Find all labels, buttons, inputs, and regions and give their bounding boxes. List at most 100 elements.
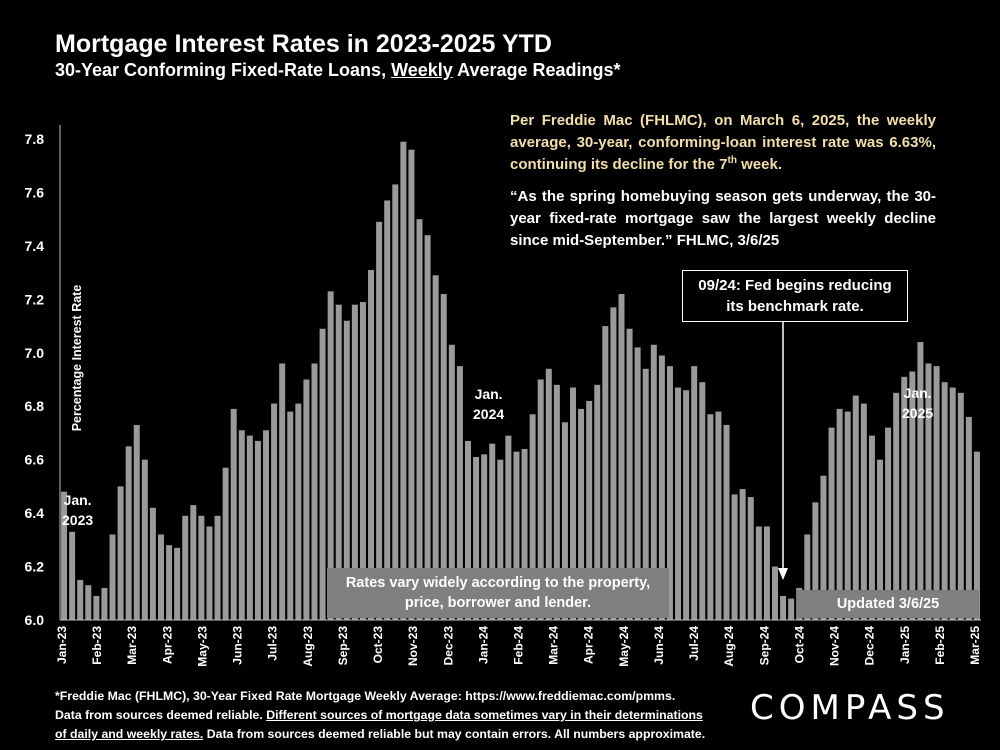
bar bbox=[828, 427, 835, 620]
x-tick-label: Mar-23 bbox=[125, 626, 139, 665]
x-tick-label: Oct-24 bbox=[792, 626, 806, 664]
bar bbox=[456, 366, 463, 620]
bar bbox=[311, 363, 318, 620]
bar bbox=[359, 302, 366, 620]
jan-2024-label: Jan. 2024 bbox=[473, 384, 504, 424]
bar bbox=[529, 414, 536, 620]
fed-line-2: its benchmark rate. bbox=[726, 298, 864, 315]
bar bbox=[319, 328, 326, 620]
footnote-line-2: Data from sources deemed reliable. Diffe… bbox=[55, 706, 735, 725]
bar bbox=[707, 414, 714, 620]
x-tick-label: Jan-24 bbox=[476, 626, 490, 664]
fed-arrow-head bbox=[778, 568, 788, 580]
jan-2023-line-1: Jan. bbox=[63, 492, 92, 508]
rates-line-2: price, borrower and lender. bbox=[404, 595, 592, 611]
bars-group bbox=[61, 141, 980, 621]
bar bbox=[755, 526, 762, 620]
bar bbox=[351, 304, 358, 620]
bar bbox=[246, 435, 253, 620]
bar bbox=[885, 427, 892, 620]
bar bbox=[69, 531, 76, 620]
bar bbox=[125, 446, 132, 620]
bar bbox=[933, 366, 940, 620]
x-tick-label: Mar-24 bbox=[547, 626, 561, 665]
bar bbox=[141, 459, 148, 620]
x-tick-label: Jul-23 bbox=[266, 626, 280, 661]
x-tick-label: Sep-23 bbox=[336, 626, 350, 666]
bar bbox=[683, 390, 690, 620]
jan-2023-line-2: 2023 bbox=[62, 512, 94, 528]
x-tick-label: Jan-25 bbox=[898, 626, 912, 664]
bar bbox=[465, 440, 471, 620]
axes-group: 6.0 6.2 6.4 6.6 6.8 7.0 7.2 7.4 7.6 7.8 Percentage… bbox=[25, 125, 982, 667]
rates-line-1: Rates vary widely according to the prope… bbox=[345, 575, 651, 591]
bar bbox=[440, 293, 447, 620]
bar bbox=[384, 200, 391, 620]
bar bbox=[901, 376, 908, 620]
bar bbox=[101, 587, 108, 620]
bar bbox=[675, 387, 682, 620]
bar bbox=[432, 275, 439, 620]
bar bbox=[85, 585, 92, 620]
bar bbox=[610, 307, 617, 620]
bar bbox=[965, 416, 972, 620]
chart-title: Mortgage Interest Rates in 2023-2025 YTD bbox=[55, 30, 552, 58]
footnote-line-3-under: of daily and weekly rates. bbox=[55, 727, 204, 741]
bar bbox=[820, 475, 827, 620]
bar bbox=[416, 219, 423, 621]
bar bbox=[642, 368, 649, 620]
fed-line-1: 09/24: Fed begins reducing bbox=[698, 277, 892, 294]
y-tick-label: 7.0 bbox=[25, 345, 45, 361]
bar bbox=[618, 293, 625, 620]
y-tick-label: 7.6 bbox=[25, 184, 45, 200]
x-tick-label: Jun-24 bbox=[652, 626, 666, 665]
x-tick-label: Nov-24 bbox=[828, 626, 842, 666]
bar bbox=[561, 422, 568, 620]
y-tick-label: 6.8 bbox=[25, 398, 45, 414]
bar bbox=[893, 392, 900, 620]
bar bbox=[941, 382, 948, 620]
bar bbox=[804, 534, 811, 620]
info-p1-text: Per Freddie Mac (FHLMC), on March 6, 202… bbox=[510, 112, 936, 173]
bar bbox=[279, 363, 286, 620]
bar bbox=[553, 384, 560, 620]
x-tick-label: Jun-23 bbox=[231, 626, 245, 665]
y-tick-label: 6.4 bbox=[25, 505, 45, 521]
bar bbox=[109, 534, 116, 620]
bar bbox=[917, 342, 924, 620]
rates-vary-box: Rates vary widely according to the prope… bbox=[327, 568, 669, 618]
bar bbox=[238, 430, 245, 620]
bar bbox=[424, 235, 431, 620]
bar bbox=[973, 451, 980, 620]
bar bbox=[303, 379, 310, 620]
footnote-line-1: *Freddie Mac (FHLMC), 30-Year Fixed Rate… bbox=[55, 689, 676, 703]
bar bbox=[812, 502, 819, 620]
bar bbox=[473, 456, 480, 620]
footnote-line-3-post: Data from sources deemed reliable but ma… bbox=[203, 727, 706, 741]
bar bbox=[158, 534, 164, 620]
y-tick-label: 6.0 bbox=[25, 612, 45, 628]
footnote-line-2-pre: Data from sources deemed reliable. bbox=[55, 708, 267, 722]
x-tick-label: Aug-24 bbox=[722, 626, 736, 667]
jan-2025-line-1: Jan. bbox=[903, 385, 932, 401]
bar bbox=[586, 400, 593, 620]
x-tick-label: Jul-24 bbox=[687, 626, 701, 661]
bar bbox=[230, 408, 237, 620]
bar bbox=[93, 595, 100, 620]
bar bbox=[747, 497, 754, 620]
bar bbox=[594, 384, 601, 620]
bar bbox=[570, 387, 576, 620]
bar bbox=[505, 435, 512, 620]
bar bbox=[860, 403, 867, 620]
bar bbox=[368, 269, 375, 620]
bar bbox=[190, 505, 197, 620]
bar bbox=[263, 430, 269, 620]
bar bbox=[61, 491, 68, 620]
jan-2024-line-1: Jan. bbox=[474, 386, 503, 402]
bar bbox=[271, 403, 278, 620]
bar bbox=[481, 454, 488, 620]
footnote: *Freddie Mac (FHLMC), 30-Year Fixed Rate… bbox=[55, 687, 735, 744]
x-tick-label: May-24 bbox=[617, 626, 631, 667]
subtitle-pre: 30-Year Conforming Fixed-Rate Loans, bbox=[55, 60, 392, 80]
x-tick-label: May-23 bbox=[196, 626, 210, 667]
